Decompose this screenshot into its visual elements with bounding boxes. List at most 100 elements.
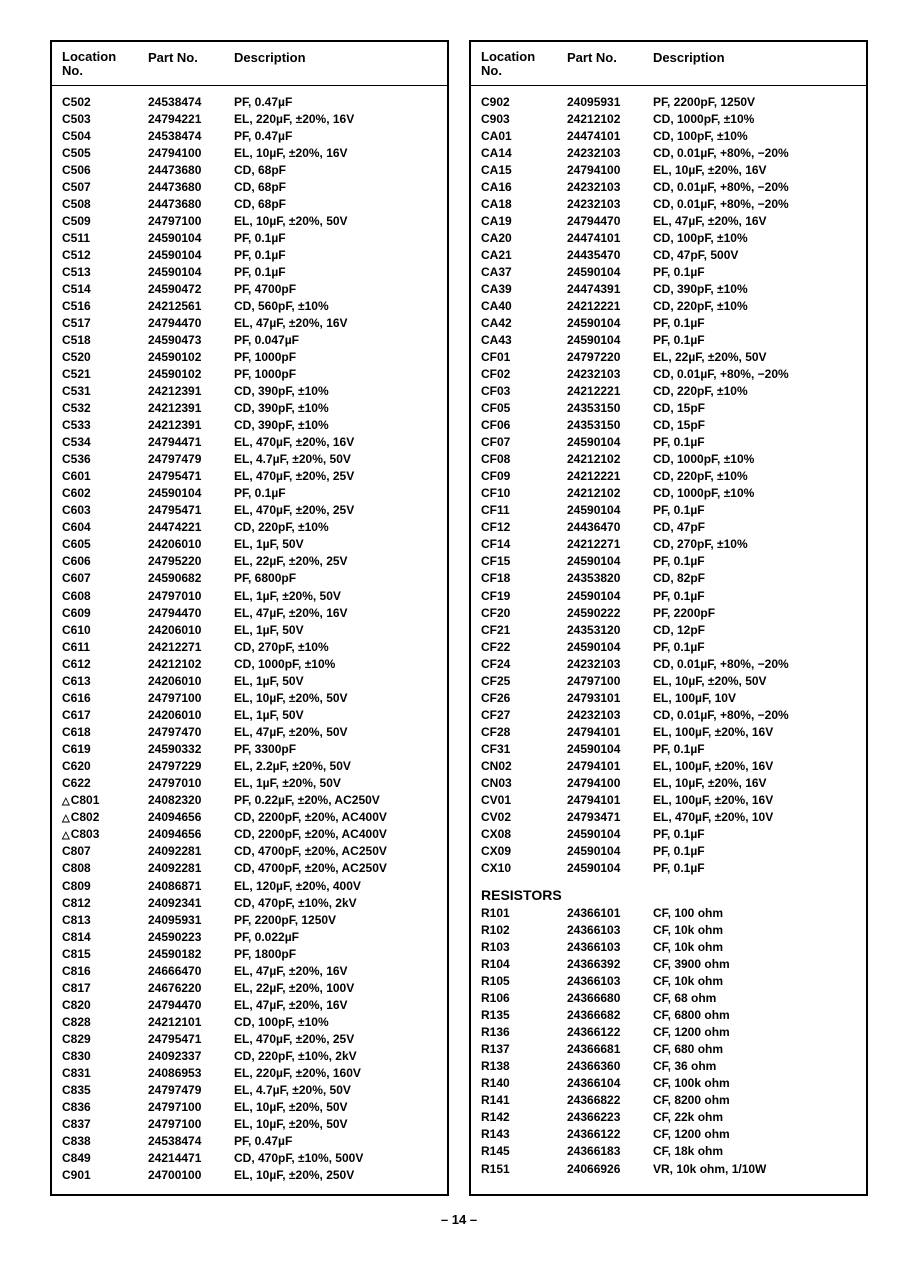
header-location: LocationNo.: [481, 50, 567, 79]
cell-location: C611: [62, 639, 148, 656]
table-row: C52024590102PF, 1000pF: [62, 349, 437, 366]
cell-desc: EL, 47µF, ±20%, 16V: [234, 315, 437, 332]
cell-part: 24793471: [567, 809, 653, 826]
header-desc: Description: [653, 50, 856, 79]
cell-location: CV02: [481, 809, 567, 826]
cell-location: C813: [62, 912, 148, 929]
table-row: C51624212561CD, 560pF, ±10%: [62, 298, 437, 315]
cell-desc: PF, 0.1µF: [653, 315, 856, 332]
cell-location: CF26: [481, 690, 567, 707]
cell-desc: CD, 1000pF, ±10%: [653, 485, 856, 502]
table-row: C83024092337CD, 220pF, ±10%, 2kV: [62, 1048, 437, 1065]
cell-desc: EL, 1µF, 50V: [234, 622, 437, 639]
cell-location: C831: [62, 1065, 148, 1082]
table-row: C81624666470EL, 47µF, ±20%, 16V: [62, 963, 437, 980]
table-row: C60524206010EL, 1µF, 50V: [62, 536, 437, 553]
cell-location: C809: [62, 878, 148, 895]
right-column: LocationNo. Part No. Description C902240…: [469, 40, 868, 1196]
table-row: C83724797100EL, 10µF, ±20%, 50V: [62, 1116, 437, 1133]
table-row: CN0324794100EL, 10µF, ±20%, 16V: [481, 775, 856, 792]
cell-desc: PF, 1000pF: [234, 366, 437, 383]
table-row: C81224092341CD, 470pF, ±10%, 2kV: [62, 895, 437, 912]
cell-part: 24590472: [148, 281, 234, 298]
table-row: C51124590104PF, 0.1µF: [62, 230, 437, 247]
cell-desc: PF, 0.047µF: [234, 332, 437, 349]
table-row: CF0224232103CD, 0.01µF, +80%, −20%: [481, 366, 856, 383]
table-row: C84924214471CD, 470pF, ±10%, 500V: [62, 1150, 437, 1167]
cell-location: CA43: [481, 332, 567, 349]
cell-part: 24366392: [567, 956, 653, 973]
cell-part: 24353150: [567, 417, 653, 434]
cell-desc: CD, 0.01µF, +80%, −20%: [653, 656, 856, 673]
cell-desc: EL, 22µF, ±20%, 100V: [234, 980, 437, 997]
cell-location: C808: [62, 860, 148, 877]
cell-location: C835: [62, 1082, 148, 1099]
cell-part: 24366822: [567, 1092, 653, 1109]
cell-part: 24232103: [567, 179, 653, 196]
cell-location: C602: [62, 485, 148, 502]
cell-part: 24086871: [148, 878, 234, 895]
cell-part: 24212561: [148, 298, 234, 315]
cell-location: CA16: [481, 179, 567, 196]
cell-location: R145: [481, 1143, 567, 1160]
cell-desc: CD, 390pF, ±10%: [234, 417, 437, 434]
cell-location: R141: [481, 1092, 567, 1109]
cell-part: 24366104: [567, 1075, 653, 1092]
cell-location: C829: [62, 1031, 148, 1048]
cell-desc: EL, 47µF, ±20%, 16V: [234, 997, 437, 1014]
table-row: C61824797470EL, 47µF, ±20%, 50V: [62, 724, 437, 741]
cell-part: 24797100: [148, 1099, 234, 1116]
cell-location: C504: [62, 128, 148, 145]
table-row: CV0224793471EL, 470µF, ±20%, 10V: [481, 809, 856, 826]
table-row: CA3924474391CD, 390pF, ±10%: [481, 281, 856, 298]
cell-part: 24366101: [567, 905, 653, 922]
cell-part: 24794101: [567, 792, 653, 809]
right-rows: C90224095931PF, 2200pF, 1250VC9032421210…: [471, 86, 866, 1188]
cell-desc: CD, 220pF, ±10%, 2kV: [234, 1048, 437, 1065]
cell-part: 24366122: [567, 1024, 653, 1041]
cell-part: 24794470: [148, 605, 234, 622]
table-row: C53324212391CD, 390pF, ±10%: [62, 417, 437, 434]
cell-part: 24232103: [567, 707, 653, 724]
cell-desc: PF, 1000pF: [234, 349, 437, 366]
cell-desc: EL, 100µF, ±20%, 16V: [653, 724, 856, 741]
table-row: CA4324590104PF, 0.1µF: [481, 332, 856, 349]
cell-desc: EL, 22µF, ±20%, 50V: [653, 349, 856, 366]
cell-location: C814: [62, 929, 148, 946]
cell-desc: EL, 1µF, ±20%, 50V: [234, 775, 437, 792]
cell-part: 24212391: [148, 383, 234, 400]
cell-desc: CF, 18k ohm: [653, 1143, 856, 1160]
cell-location: CA19: [481, 213, 567, 230]
cell-desc: CD, 47pF: [653, 519, 856, 536]
table-row: CF1524590104PF, 0.1µF: [481, 553, 856, 570]
table-row: C83824538474PF, 0.47µF: [62, 1133, 437, 1150]
cell-desc: EL, 470µF, ±20%, 25V: [234, 1031, 437, 1048]
cell-desc: EL, 100µF, ±20%, 16V: [653, 792, 856, 809]
cell-location: C533: [62, 417, 148, 434]
cell-location: C534: [62, 434, 148, 451]
cell-part: 24794101: [567, 758, 653, 775]
cell-location: C820: [62, 997, 148, 1014]
cell-desc: CD, 4700pF, ±20%, AC250V: [234, 860, 437, 877]
cell-part: 24206010: [148, 707, 234, 724]
header-part: Part No.: [148, 50, 234, 79]
table-row: C61724206010EL, 1µF, 50V: [62, 707, 437, 724]
cell-desc: EL, 10µF, ±20%, 50V: [234, 1116, 437, 1133]
cell-location: C605: [62, 536, 148, 553]
table-row: C51224590104PF, 0.1µF: [62, 247, 437, 264]
cell-part: 24353820: [567, 570, 653, 587]
table-row: CV0124794101EL, 100µF, ±20%, 16V: [481, 792, 856, 809]
cell-location: CF15: [481, 553, 567, 570]
cell-desc: EL, 10µF, ±20%, 16V: [653, 775, 856, 792]
cell-desc: CD, 220pF, ±10%: [653, 298, 856, 315]
table-row: CN0224794101EL, 100µF, ±20%, 16V: [481, 758, 856, 775]
cell-desc: CD, 1000pF, ±10%: [234, 656, 437, 673]
cell-desc: PF, 0.1µF: [653, 502, 856, 519]
cell-part: 24212221: [567, 468, 653, 485]
cell-location: C849: [62, 1150, 148, 1167]
table-row: CF1224436470CD, 47pF: [481, 519, 856, 536]
cell-location: R101: [481, 905, 567, 922]
cell-desc: EL, 10µF, ±20%, 16V: [234, 145, 437, 162]
table-row: C80724092281CD, 4700pF, ±20%, AC250V: [62, 843, 437, 860]
cell-desc: EL, 1µF, 50V: [234, 707, 437, 724]
